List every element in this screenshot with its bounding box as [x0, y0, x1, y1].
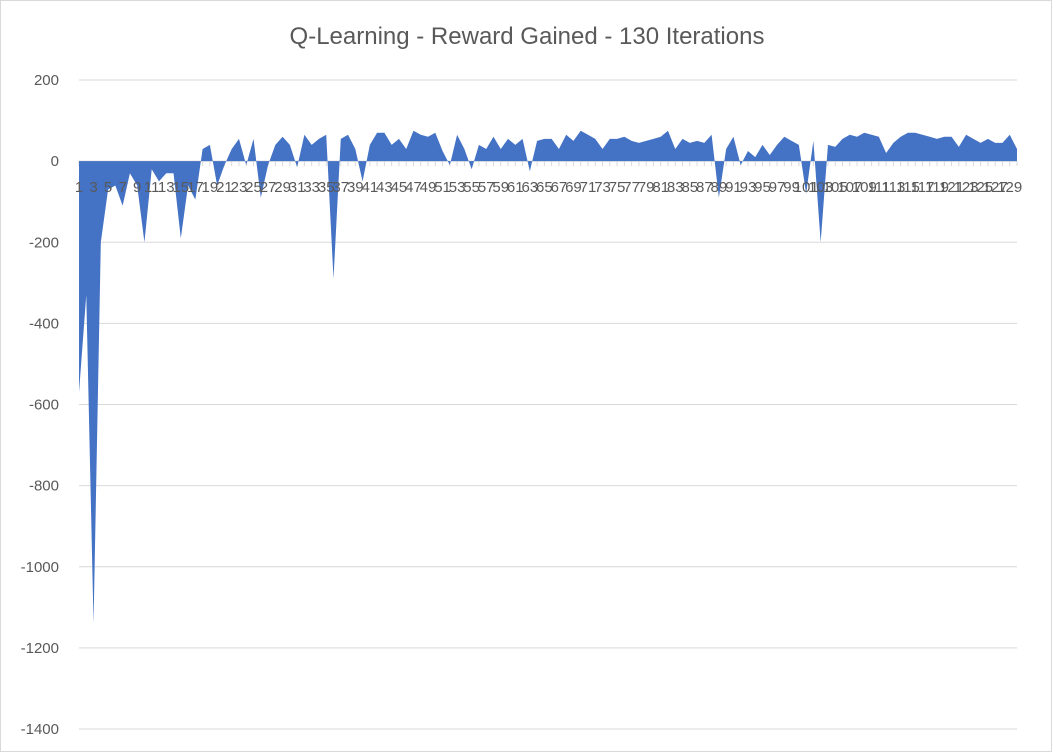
x-tick-label: 121	[939, 179, 964, 196]
x-tick-label: 107	[837, 179, 862, 196]
x-axis-ticks: 1 3 5 7 9 11131517192123252729313335373941434…	[75, 179, 1022, 196]
y-tick-label: -200	[29, 234, 59, 251]
x-tick-label: 55	[463, 179, 480, 196]
x-tick-label: 33	[303, 179, 320, 196]
x-tick-label: 37	[332, 179, 349, 196]
x-tick-label: 45	[391, 179, 408, 196]
x-tick-label: 93	[740, 179, 757, 196]
x-tick-label: 101	[794, 179, 819, 196]
x-tick-label: 43	[376, 179, 393, 196]
x-tick-label: 91	[725, 179, 742, 196]
x-tick-label: 129	[997, 179, 1022, 196]
x-tick-label: 27	[260, 179, 277, 196]
x-tick-label: 119	[925, 179, 949, 196]
x-tick-label: 47	[405, 179, 422, 196]
x-tick-label: 127	[983, 179, 1008, 196]
x-tick-label: 123	[954, 179, 979, 196]
x-tick-label: 61	[507, 179, 524, 196]
x-tick-label: 75	[609, 179, 626, 196]
x-tick-label: 1	[75, 179, 83, 196]
x-tick-label: 3	[89, 179, 97, 196]
x-tick-label: 29	[274, 179, 291, 196]
x-tick-label: 53	[449, 179, 466, 196]
x-tick-label: 59	[492, 179, 509, 196]
x-tick-label: 99	[783, 179, 800, 196]
series-area	[79, 130, 1017, 624]
y-tick-label: -1200	[21, 640, 59, 657]
x-tick-label: 51	[434, 179, 451, 196]
y-tick-label: -600	[29, 397, 59, 414]
y-axis-ticks: 200 0 -200 -400 -600 -800 -1000 -1200 -1400	[21, 72, 59, 738]
chart-title: Q-Learning - Reward Gained - 130 Iterati…	[289, 23, 765, 50]
x-tick-label: 125	[968, 179, 993, 196]
x-tick-label: 9	[133, 179, 141, 196]
x-tick-label: 85	[681, 179, 698, 196]
x-tick-label: 65	[536, 179, 553, 196]
x-tick-label: 117	[911, 179, 935, 196]
x-tick-label: 5	[104, 179, 112, 196]
x-tick-label: 87	[696, 179, 713, 196]
x-tick-label: 71	[580, 179, 597, 196]
x-tick-label: 67	[551, 179, 568, 196]
y-tick-label: -1400	[21, 721, 59, 738]
x-tick-label: 103	[808, 179, 833, 196]
x-tick-label: 79	[638, 179, 655, 196]
y-tick-label: -1000	[21, 559, 59, 576]
y-tick-label: 200	[34, 72, 59, 89]
x-tick-label: 105	[823, 179, 848, 196]
x-tick-label: 69	[565, 179, 582, 196]
x-tick-label: 109	[852, 179, 877, 196]
x-tick-label: 115	[896, 179, 920, 196]
x-tick-label: 41	[362, 179, 379, 196]
x-tick-label: 21	[216, 179, 233, 196]
x-tick-label: 39	[347, 179, 364, 196]
x-tick-label: 25	[245, 179, 262, 196]
x-tick-label: 73	[594, 179, 611, 196]
x-tick-label: 89	[711, 179, 728, 196]
x-tick-label: 35	[318, 179, 335, 196]
x-tick-label: 95	[754, 179, 771, 196]
x-tick-label: 19	[202, 179, 219, 196]
reward-area-series	[79, 130, 1017, 624]
x-tick-label: 15	[172, 179, 189, 196]
x-tick-label: 31	[289, 179, 306, 196]
x-tick-label: 63	[521, 179, 538, 196]
x-tick-label: 97	[769, 179, 786, 196]
x-tick-label: 11	[144, 179, 160, 196]
y-tick-label: 0	[51, 153, 59, 170]
x-tick-label: 49	[420, 179, 437, 196]
x-tick-label: 23	[231, 179, 248, 196]
x-tick-label: 81	[652, 179, 669, 196]
x-tick-label: 83	[667, 179, 684, 196]
x-tick-label: 13	[158, 179, 175, 196]
x-tick-label: 7	[118, 179, 126, 196]
y-tick-label: -400	[29, 315, 59, 332]
x-tick-label: 113	[881, 179, 905, 196]
x-tick-label: 77	[623, 179, 640, 196]
x-tick-label: 17	[187, 179, 204, 196]
y-tick-label: -800	[29, 478, 59, 495]
x-tick-label: 111	[867, 179, 890, 196]
x-tick-label: 57	[478, 179, 495, 196]
